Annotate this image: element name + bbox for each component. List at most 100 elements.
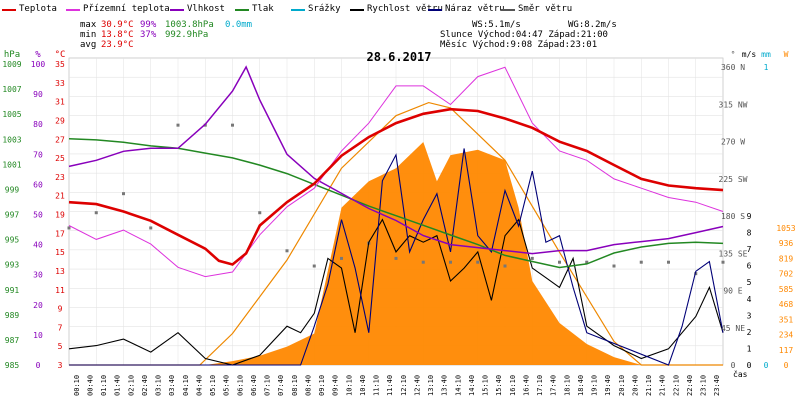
legend-swatch <box>235 9 249 11</box>
axis-solar-tick: 351 <box>779 315 794 324</box>
axis-wind-direction-tick: 0 <box>731 361 736 370</box>
x-tick-label: 21:40 <box>659 375 667 396</box>
axis-wind-direction-tick: 45 NE <box>721 324 745 333</box>
x-tick-label: 02:40 <box>141 375 149 396</box>
legend-label: Přízemní teplota <box>83 4 170 14</box>
wind-direction-point <box>585 260 589 264</box>
axis-hpa-tick: 995 <box>5 236 20 245</box>
axis-hpa-tick: 999 <box>5 185 20 194</box>
x-tick-label: 22:40 <box>686 375 694 396</box>
axis-wind-speed-tick: 1 <box>747 344 752 353</box>
wind-direction-point <box>340 256 343 260</box>
legend-label: Rychlost větru <box>367 4 443 14</box>
x-tick-label: 14:10 <box>454 375 462 396</box>
x-tick-label: 19:10 <box>591 375 599 396</box>
axis-wind-direction-tick: 135 SE <box>719 249 748 258</box>
axis-solar-tick: 1053 <box>776 224 795 233</box>
series-solar-radiation <box>69 142 723 365</box>
wind-direction-point <box>721 260 725 264</box>
x-tick-label: 05:10 <box>209 375 217 396</box>
x-tick-label: 02:10 <box>127 375 135 396</box>
axis-solar-tick: 117 <box>779 346 794 355</box>
axis-wind-speed-tick: 3 <box>747 311 752 320</box>
x-tick-label: 17:10 <box>536 375 544 396</box>
x-tick-label: 04:40 <box>195 375 203 396</box>
axis-rain-tick: 0 <box>764 361 769 370</box>
x-tick-label: 12:40 <box>413 375 421 396</box>
axis-temperature-label: °C <box>55 50 66 60</box>
stat-avg-temp: 23.9°C <box>101 40 134 50</box>
x-tick-label: 11:40 <box>386 375 394 396</box>
axis-temperature-tick: 19 <box>55 211 65 220</box>
x-tick-label: 21:10 <box>645 375 653 396</box>
x-tick-label: 20:40 <box>631 375 639 396</box>
wind-direction-point <box>449 260 452 264</box>
axis-temperature-tick: 15 <box>55 248 65 257</box>
axis-hpa-tick: 1007 <box>2 85 21 94</box>
axis-rain-label: mm <box>761 50 771 59</box>
wind-direction-point <box>67 226 71 230</box>
x-tick-label: 16:40 <box>522 375 530 396</box>
wind-direction-point <box>639 260 643 264</box>
axis-hpa-tick: 1001 <box>2 160 21 169</box>
wind-direction-point <box>149 226 153 230</box>
x-tick-label: 06:40 <box>250 375 258 396</box>
axis-wind-direction-tick: 90 E <box>723 287 742 296</box>
axis-solar-tick: 234 <box>779 331 794 340</box>
legend-label: Vlhkost <box>187 4 225 14</box>
wind-direction-point <box>421 260 425 264</box>
grid <box>68 57 724 366</box>
wind-direction-point <box>285 249 289 253</box>
x-tick-label: 04:10 <box>182 375 190 396</box>
axis-solar-tick: 0 <box>784 361 789 370</box>
axis-temperature-tick: 11 <box>55 286 65 295</box>
x-tick-label: 15:40 <box>495 375 503 396</box>
x-tick-label: 03:10 <box>155 375 163 396</box>
axis-temperature-tick: 33 <box>55 79 65 88</box>
legend-swatch <box>66 9 80 11</box>
axis-hpa-tick: 989 <box>5 311 20 320</box>
axis-wind-speed-tick: 0 <box>747 361 752 370</box>
x-tick-label: 13:40 <box>441 375 449 396</box>
series-wind-gust <box>69 148 724 366</box>
legend-label: Náraz větru <box>445 4 505 14</box>
axis-hpa-tick: 1003 <box>2 135 21 144</box>
axis-wind-direction-tick: 315 NW <box>719 100 748 109</box>
axis-rain-tick: 1 <box>764 63 769 72</box>
axis-wind-direction-tick: 180 S <box>721 212 745 221</box>
axis-wind-speed-tick: 8 <box>747 229 752 238</box>
x-tick-label: 08:40 <box>304 375 312 396</box>
wind-direction-point <box>530 256 534 260</box>
wind-direction-point <box>94 211 98 215</box>
wind-direction-point <box>258 211 262 215</box>
x-tick-label: 20:10 <box>618 375 626 396</box>
axis-temperature-tick: 21 <box>55 192 65 201</box>
legend-label: Teplota <box>19 4 57 14</box>
stat-min-hum: 37% <box>140 30 157 40</box>
stat-max-temp: 30.9°C <box>101 20 134 30</box>
axis-temperature-tick: 35 <box>55 60 65 69</box>
axis-humidity-tick: 60 <box>33 180 43 189</box>
x-tick-label: 05:40 <box>223 375 231 396</box>
x-tick-label: 16:10 <box>509 375 517 396</box>
stat-max-hum: 99% <box>140 20 157 30</box>
axis-hpa-tick: 997 <box>5 211 20 220</box>
legend-label: Srážky <box>308 4 341 14</box>
axis-solar-tick: 819 <box>779 254 794 263</box>
axis-hpa-tick: 985 <box>5 361 20 370</box>
legend-swatch <box>2 9 16 11</box>
axis-solar-tick: 936 <box>779 239 794 248</box>
series-solar-clear-sky <box>69 101 723 366</box>
wind-direction-point <box>312 264 316 268</box>
axis-solar-tick: 702 <box>779 270 794 279</box>
axis-humidity-tick: 0 <box>36 361 41 370</box>
legend-label: Směr větru <box>518 4 573 14</box>
axis-temperature-tick: 7 <box>58 323 63 332</box>
axis-wind-direction-tick: 270 W <box>721 138 745 147</box>
axis-wind-speed-tick: 2 <box>747 328 752 337</box>
axis-wind-direction-tick: 360 N <box>721 63 745 72</box>
axis-temperature-tick: 5 <box>58 342 63 351</box>
axis-temperature-tick: 31 <box>55 98 65 107</box>
